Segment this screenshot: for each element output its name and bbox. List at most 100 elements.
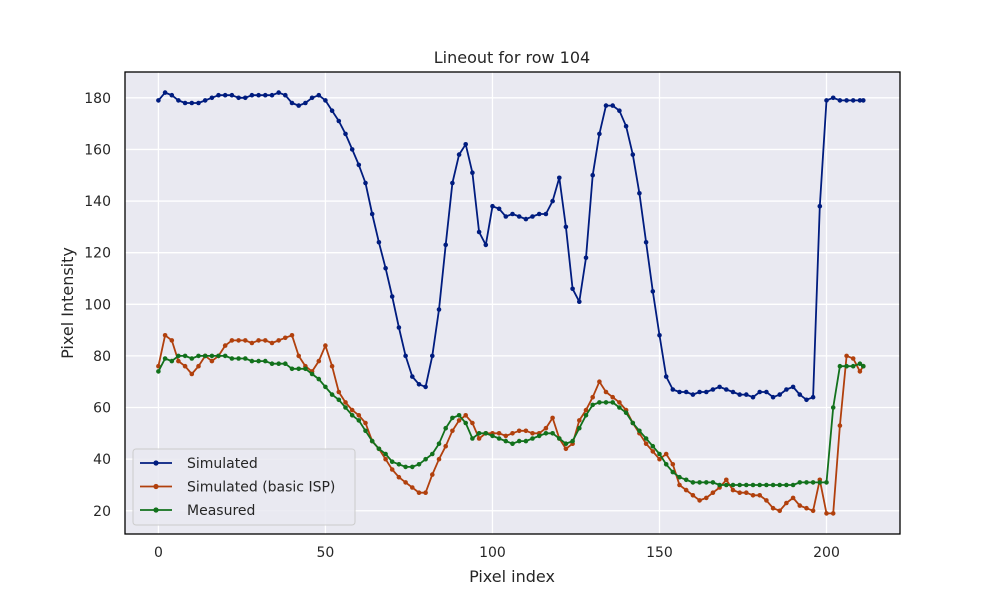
data-point [256,92,261,98]
data-point [156,369,161,374]
data-point [443,242,449,248]
legend-marker [153,460,159,466]
data-point [570,438,575,444]
y-tick-label: 100 [84,297,111,313]
data-point [369,211,375,217]
data-point [744,490,749,496]
data-point [276,361,282,367]
data-point [690,392,696,397]
data-point [196,363,201,369]
data-point [496,436,502,441]
data-point [176,358,181,364]
data-point [503,438,509,444]
y-tick-label: 140 [84,194,111,210]
data-point [490,203,495,209]
data-point [677,482,682,488]
data-point [630,420,636,426]
data-point [717,384,722,390]
data-point [182,100,188,106]
data-point [857,369,863,374]
data-point [637,428,642,434]
data-point [683,389,689,395]
data-point [697,389,702,395]
data-point [563,224,569,230]
x-axis-ticks: 0 50 100 150 200 [154,545,840,561]
data-point [543,425,549,431]
data-point [403,480,408,485]
y-axis-label: Pixel Intensity [58,247,77,359]
data-point [610,400,615,405]
data-point [677,389,682,395]
data-point [857,98,863,103]
data-point [276,90,282,95]
data-point [844,353,849,359]
data-point [162,333,168,338]
data-point [349,413,355,418]
data-point [623,410,629,416]
data-point [737,392,742,397]
data-point [483,431,489,436]
data-point [704,495,709,501]
data-point [543,431,549,436]
data-point [263,358,268,364]
data-point [309,95,315,101]
data-point [189,356,195,361]
x-tick-label: 100 [479,545,506,561]
data-point [369,438,375,444]
data-point [737,490,742,496]
data-point [710,490,716,496]
data-point [543,211,549,217]
data-point [283,92,288,98]
data-point [510,431,515,436]
data-point [850,363,856,369]
data-point [643,441,649,447]
data-point [817,203,823,209]
data-point [229,338,235,343]
data-point [496,431,502,436]
data-point [229,356,235,361]
data-point [824,480,829,485]
data-point [697,498,702,503]
data-point [376,240,382,245]
data-point [263,92,268,98]
data-point [630,152,636,157]
data-point [657,451,662,457]
data-point [603,103,609,108]
data-point [510,441,515,447]
data-point [597,379,602,385]
data-point [182,363,188,369]
data-point [724,482,729,488]
data-point [744,392,749,397]
data-point [730,482,736,488]
data-point [416,490,422,496]
data-point [830,511,836,516]
data-point [583,413,589,418]
data-point [336,118,342,124]
data-point [356,418,362,423]
data-point [276,338,282,343]
x-tick-label: 50 [317,545,335,561]
data-point [476,431,482,436]
data-point [389,459,395,465]
data-point [430,472,435,477]
data-point [704,389,709,395]
data-point [169,358,175,364]
data-point [503,433,509,439]
data-point [764,389,769,395]
data-point [777,508,782,514]
data-point [316,92,322,98]
data-point [443,425,449,431]
data-point [416,382,422,387]
data-point [329,108,335,113]
legend-box [132,448,356,526]
data-point [837,423,843,428]
data-point [784,482,789,488]
data-point [269,340,275,346]
data-point [536,433,542,439]
legend: Simulated Simulated (basic ISP) Measured [132,448,356,526]
data-point [423,490,428,496]
data-point [590,172,595,178]
data-point [289,333,295,338]
data-point [243,95,248,101]
data-point [810,508,816,514]
